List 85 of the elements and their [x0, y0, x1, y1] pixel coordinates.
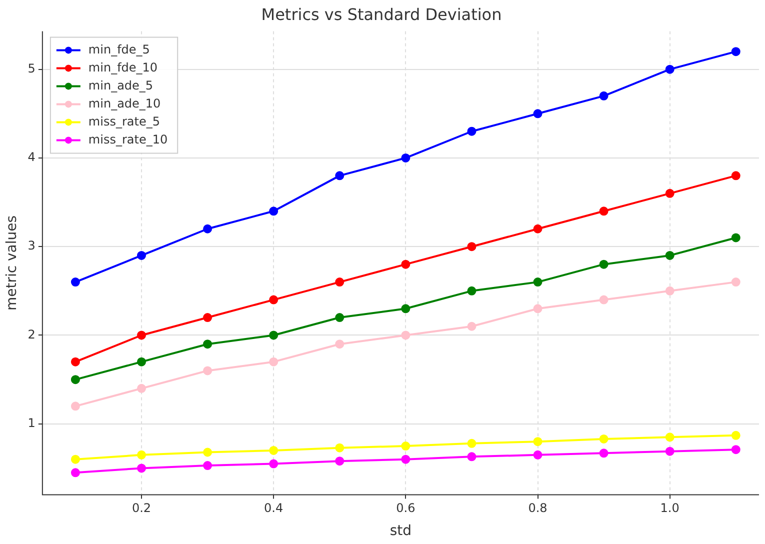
point: [335, 456, 344, 466]
point: [203, 448, 212, 457]
point: [665, 286, 674, 296]
point: [533, 224, 542, 234]
x-tick-label: 0.8: [528, 501, 548, 516]
point: [70, 454, 80, 464]
y-tick-label: 1: [28, 416, 36, 430]
point: [467, 242, 476, 252]
point: [70, 375, 80, 384]
point: [203, 313, 212, 322]
point: [269, 206, 278, 216]
point: [665, 188, 674, 198]
y-tick-label: 4: [28, 150, 36, 164]
point: [203, 340, 212, 349]
point: [137, 464, 146, 473]
point: [401, 330, 410, 340]
point: [70, 402, 80, 411]
point: [533, 278, 542, 287]
point: [137, 450, 146, 460]
x-tick-label: 0.4: [264, 501, 284, 516]
point: [731, 430, 740, 440]
point: [335, 313, 344, 322]
x-tick-label: 0.2: [132, 501, 152, 516]
legend-label: min_ade_5: [88, 78, 154, 92]
point: [269, 459, 278, 468]
point: [731, 233, 740, 242]
point: [533, 109, 542, 118]
y-tick-label: 2: [28, 327, 36, 342]
point: [467, 438, 476, 448]
point: [269, 446, 278, 455]
legend-label: miss_rate_10: [88, 132, 168, 146]
point: [599, 434, 608, 444]
point: [335, 340, 344, 349]
point: [137, 357, 146, 366]
point: [731, 47, 740, 56]
point: [401, 454, 410, 464]
point: [533, 437, 542, 446]
point: [731, 171, 740, 180]
point: [599, 206, 608, 216]
y-tick-label: 3: [28, 238, 36, 253]
y-axis-title: metric values: [4, 215, 20, 311]
point: [335, 171, 344, 180]
point: [70, 278, 80, 287]
point: [665, 446, 674, 456]
point: [533, 450, 542, 460]
point: [467, 286, 476, 296]
legend-label: min_fde_10: [88, 60, 158, 74]
point: [731, 278, 740, 287]
point: [335, 278, 344, 287]
point: [665, 250, 674, 260]
point: [599, 448, 608, 458]
legend-label: min_ade_10: [88, 96, 161, 110]
point: [269, 330, 278, 340]
y-tick-label: 5: [28, 61, 36, 76]
x-axis-title: std: [390, 523, 412, 540]
point: [467, 126, 476, 136]
point: [203, 461, 212, 470]
point: [137, 250, 146, 260]
point: [599, 260, 608, 269]
point: [203, 224, 212, 234]
point: [70, 468, 80, 478]
point: [665, 64, 674, 74]
point: [731, 445, 740, 454]
point: [401, 153, 410, 162]
x-tick-label: 1.0: [660, 501, 680, 516]
point: [467, 452, 476, 462]
point: [203, 366, 212, 376]
point: [533, 304, 542, 314]
legend-label: miss_rate_5: [88, 114, 160, 128]
point: [401, 260, 410, 269]
legend-label: min_fde_5: [88, 42, 150, 56]
point: [269, 295, 278, 304]
point: [269, 357, 278, 366]
x-tick-label: 0.6: [396, 501, 416, 516]
point: [401, 304, 410, 314]
point: [70, 357, 80, 366]
point: [137, 330, 146, 340]
point: [665, 432, 674, 442]
point: [401, 442, 410, 451]
point: [335, 443, 344, 452]
point: [599, 91, 608, 100]
point: [467, 322, 476, 331]
chart-title: Metrics vs Standard Deviation: [261, 4, 502, 24]
point: [137, 384, 146, 393]
point: [599, 295, 608, 304]
